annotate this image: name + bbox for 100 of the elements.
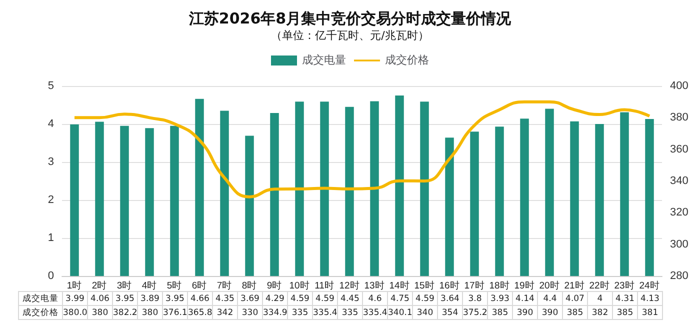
y-tick-label: 2 — [48, 194, 54, 206]
data-label: 3.95 — [162, 292, 188, 306]
x-tick-label: 10时 — [289, 280, 310, 292]
data-label: 4.07 — [562, 292, 588, 306]
data-label: 330 — [238, 306, 262, 320]
x-tick-label: 11时 — [314, 280, 334, 292]
data-label: 4.06 — [88, 292, 112, 306]
x-tick-label: 7时 — [216, 280, 232, 292]
bar — [295, 102, 304, 276]
y2-tick-label: 400 — [670, 80, 688, 92]
data-label: 365.8 — [188, 306, 212, 320]
x-tick-label: 8时 — [242, 280, 258, 292]
data-label: 385 — [562, 306, 588, 320]
data-label: 334.9 — [262, 306, 288, 320]
data-label: 4.59 — [412, 292, 438, 306]
x-tick-label: 19时 — [514, 280, 535, 292]
x-tick-label: 17时 — [464, 280, 485, 292]
x-tick-label: 20时 — [539, 280, 560, 292]
text: 成交电量 — [22, 294, 58, 304]
data-label: 342 — [212, 306, 238, 320]
x-tick-label: 21时 — [564, 280, 585, 292]
y2-tick-label: 380 — [670, 112, 688, 124]
bar — [195, 98, 204, 276]
y-tick-label: 0 — [48, 270, 54, 282]
x-tick-label: 22时 — [589, 280, 610, 292]
data-label: 354 — [438, 306, 462, 320]
data-label: 4.6 — [362, 292, 388, 306]
data-label: 4 — [588, 292, 612, 306]
bar — [170, 126, 179, 276]
data-label: 335.4 — [312, 306, 338, 320]
x-tick-label: 13时 — [364, 280, 385, 292]
data-label: 335 — [288, 306, 312, 320]
data-label: 3.64 — [438, 292, 462, 306]
data-label: 3.8 — [462, 292, 488, 306]
data-label: 4.66 — [188, 292, 212, 306]
text: 成交价格 — [22, 308, 58, 318]
x-tick-label: 1时 — [66, 280, 82, 292]
data-label: 3.69 — [238, 292, 262, 306]
data-label: 390 — [538, 306, 562, 320]
x-tick-label: 23时 — [614, 280, 635, 292]
x-tick-label: 14时 — [389, 280, 410, 292]
bar — [120, 126, 129, 276]
data-label: 340 — [412, 306, 438, 320]
x-tick-label: 5时 — [166, 280, 182, 292]
x-tick-label: 4时 — [142, 280, 158, 292]
data-label: 380 — [88, 306, 112, 320]
data-label: 385 — [612, 306, 638, 320]
bar — [95, 122, 104, 276]
bar — [220, 110, 229, 276]
data-label: 4.4 — [538, 292, 562, 306]
bar — [70, 124, 79, 276]
y2-tick-label: 300 — [670, 238, 688, 250]
data-label: 4.45 — [338, 292, 362, 306]
x-tick-label: 15时 — [414, 280, 435, 292]
data-label: 4.59 — [312, 292, 338, 306]
data-label: 3.93 — [488, 292, 512, 306]
data-label: 3.99 — [62, 292, 88, 306]
x-tick-label: 12时 — [339, 280, 360, 292]
y-tick-label: 5 — [48, 80, 54, 92]
data-label: 335 — [338, 306, 362, 320]
bar — [520, 118, 529, 276]
x-tick-label: 2时 — [92, 280, 108, 292]
bar — [245, 136, 254, 276]
data-label: 4.35 — [212, 292, 238, 306]
legend-label: 成交价格 — [385, 54, 429, 66]
x-tick-label: 6时 — [192, 280, 208, 292]
bar — [495, 126, 504, 276]
chart-subtitle: （单位：亿千瓦时、元/兆瓦时） — [271, 29, 429, 42]
y-tick-label: 4 — [48, 118, 54, 130]
bar — [445, 138, 454, 276]
x-tick-label: 9时 — [266, 280, 282, 292]
bar — [145, 128, 154, 276]
data-label: 3.89 — [138, 292, 162, 306]
bar — [545, 108, 554, 276]
x-tick-label: 16时 — [439, 280, 460, 292]
data-label: 380.0 — [62, 306, 88, 320]
bar — [420, 102, 429, 276]
data-label: 380 — [138, 306, 162, 320]
data-label: 4.31 — [612, 292, 638, 306]
line-series — [73, 100, 651, 198]
bar — [595, 124, 604, 276]
bar — [370, 101, 379, 276]
data-label: 382 — [588, 306, 612, 320]
bar — [395, 96, 404, 276]
y-tick-label: 3 — [48, 156, 54, 168]
x-tick-label: 3时 — [116, 280, 132, 292]
bar — [320, 102, 329, 276]
data-label: 4.75 — [388, 292, 412, 306]
data-label: 4.14 — [512, 292, 538, 306]
y2-tick-label: 340 — [670, 175, 688, 187]
data-label: 340.1 — [388, 306, 412, 320]
data-label: 376.1 — [162, 306, 188, 320]
data-label: 381 — [638, 306, 662, 320]
data-label: 4.13 — [638, 292, 662, 306]
bar — [345, 106, 354, 276]
data-label: 335.4 — [362, 306, 388, 320]
y2-tick-label: 280 — [670, 270, 688, 282]
data-label: 385 — [488, 306, 512, 320]
data-label: 4.59 — [288, 292, 312, 306]
chart-title: 江苏2026年8月集中竞价交易分时成交量价情况 — [188, 10, 512, 28]
